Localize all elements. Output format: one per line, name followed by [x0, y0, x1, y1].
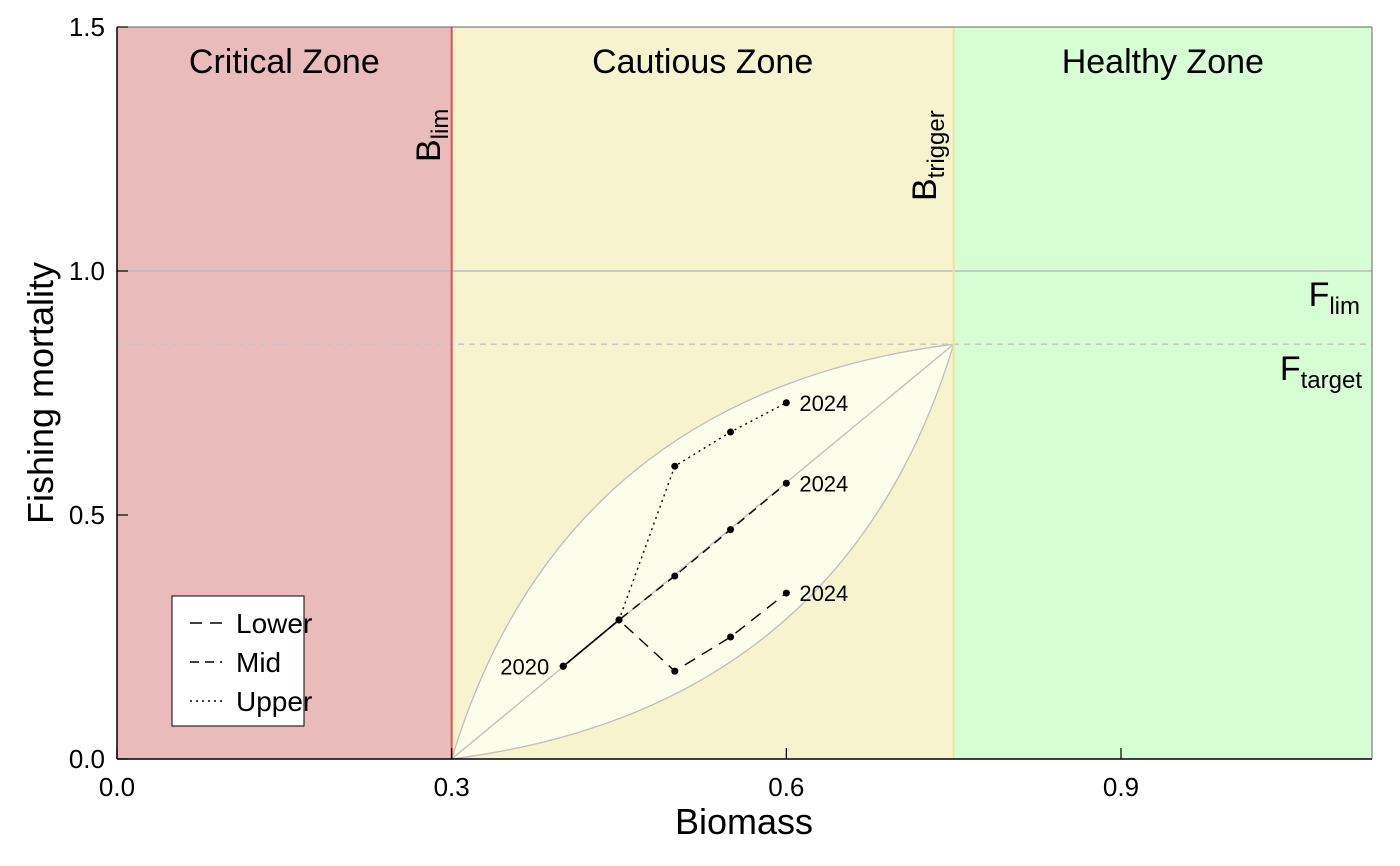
series-upper-point — [782, 399, 790, 407]
ftarget-label-sub: target — [1301, 367, 1363, 394]
ftarget-label-base: F — [1280, 350, 1301, 388]
btrigger-label-sub: trigger — [923, 110, 950, 178]
zone-label-cautious: Cautious Zone — [592, 43, 813, 81]
blim-label: Blim — [410, 109, 454, 162]
series-upper-point — [615, 616, 623, 624]
labels-layer: Critical Zone Cautious Zone Healthy Zone Fl… — [189, 43, 1362, 679]
x-axis-title: Biomass — [675, 801, 813, 842]
zone-label-healthy: Healthy Zone — [1062, 43, 1264, 81]
y-tick-label: 0.5 — [69, 500, 105, 530]
legend-label-lower: Lower — [236, 608, 312, 639]
blim-label-base: B — [410, 139, 448, 162]
series-upper-point — [559, 662, 567, 670]
legend-box — [171, 595, 305, 727]
y-axis-title: Fishing mortality — [20, 262, 61, 524]
legend-label-mid: Mid — [236, 647, 281, 678]
y-tick-label: 1.5 — [69, 12, 105, 42]
ftarget-label: Ftarget — [1280, 350, 1362, 394]
end-year-label-lower: 2024 — [799, 581, 848, 606]
series-lower-point — [671, 667, 679, 675]
flim-label-base: F — [1309, 276, 1330, 314]
y-tick-label: 0.0 — [69, 744, 105, 774]
legend: Lower Mid Upper — [171, 595, 312, 727]
series-upper-point — [727, 428, 735, 436]
shared-start-segment — [562, 619, 620, 667]
reference-lines-layer — [117, 27, 1372, 759]
y-tick-label: 1.0 — [69, 256, 105, 286]
zone-healthy — [953, 27, 1372, 759]
x-tick-label: 0.9 — [1103, 772, 1139, 802]
x-tick-label: 0.6 — [768, 772, 804, 802]
btrigger-label-base: B — [906, 178, 944, 201]
series-mid-point — [782, 479, 790, 487]
series-mid-point — [671, 572, 679, 580]
start-year-label: 2020 — [500, 654, 549, 679]
envelope-diagonal — [451, 343, 955, 760]
series-lower-point — [727, 633, 735, 641]
legend-label-upper: Upper — [236, 686, 312, 717]
blim-label-sub: lim — [427, 109, 454, 140]
btrigger-label: Btrigger — [906, 110, 950, 201]
x-tick-label: 0.0 — [99, 772, 135, 802]
end-year-label-mid: 2024 — [799, 471, 848, 496]
flim-label: Flim — [1309, 276, 1360, 320]
end-year-label-upper: 2024 — [799, 391, 848, 416]
series-mid-point — [727, 526, 735, 534]
x-tick-label: 0.3 — [434, 772, 470, 802]
axes-layer: 0.0 0.3 0.6 0.9 0.0 0.5 1.0 1.5 Biomass Fishing m… — [20, 12, 1373, 842]
series-upper-point — [671, 462, 679, 470]
series-lower-point — [782, 589, 790, 597]
series-layer — [559, 399, 790, 675]
zone-label-critical: Critical Zone — [189, 43, 380, 81]
flim-label-sub: lim — [1329, 293, 1360, 320]
